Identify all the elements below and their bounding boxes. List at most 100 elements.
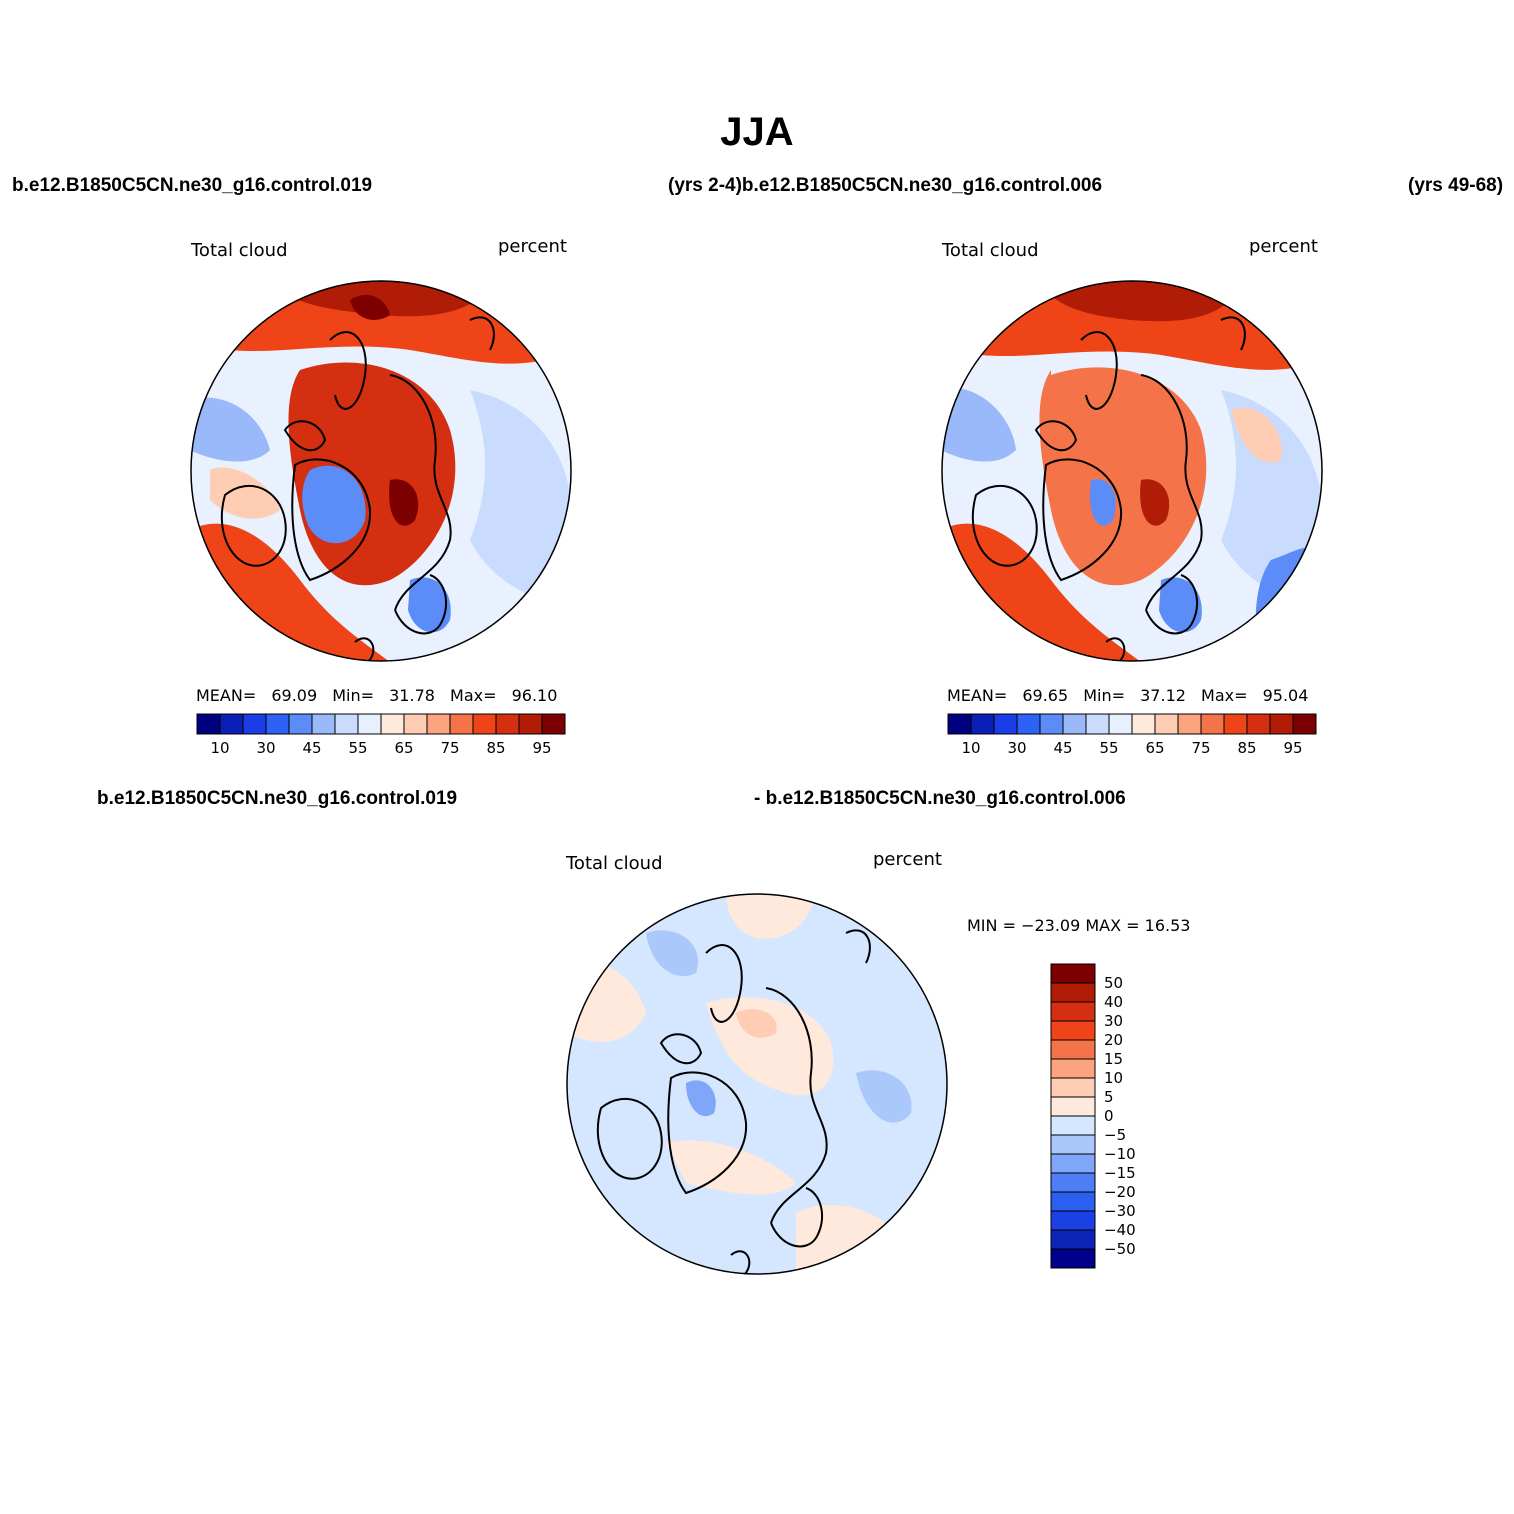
field-mid-east [1231,408,1282,463]
colorbar-tick-label: 65 [1145,739,1164,757]
colorbar-swatch [1292,713,1317,735]
mean-label: MEAN= [196,686,257,705]
colorbar-swatch [1050,963,1096,984]
colorbar-tick-label: 75 [1191,739,1210,757]
field-low-east [470,390,571,610]
mean-label: MEAN= [947,686,1008,705]
field-low-scandinavia [1159,577,1202,633]
max-value: 96.10 [511,686,558,705]
panel1-colorbar: 10 30 45 55 65 75 85 95 [196,713,566,757]
field-neg-north [646,930,698,977]
panel3-polar-map [566,893,948,1275]
field-neg-greenland [686,1080,716,1117]
colorbar-tick-label: 30 [1104,1012,1123,1030]
colorbar-tick-label: −40 [1104,1221,1136,1239]
colorbar-swatch [1050,1153,1096,1174]
max-label: Max= [1201,686,1248,705]
coastlines [220,316,495,661]
field-high-arctic [1039,367,1207,586]
colorbar-swatch [242,713,267,735]
case-label-top-right: (yrs 49-68) [1408,175,1504,196]
panel1-polar-map [190,280,572,662]
colorbar-tick-label: 95 [532,739,551,757]
colorbar-swatch [1039,713,1064,735]
field-low-scandinavia [408,577,451,633]
colorbar-tick-label: −5 [1104,1126,1126,1144]
min-label: Min= [1083,686,1126,705]
panel2-polar-map [941,280,1323,662]
colorbar-tick-label: 10 [1104,1069,1123,1087]
colorbar-swatch [472,713,497,735]
colorbar-swatch [947,713,972,735]
colorbar-tick-label: 85 [486,739,505,757]
panel3-variable: Total cloud [566,853,663,874]
colorbar-swatch [1050,1248,1096,1269]
colorbar-tick-label: 10 [961,739,980,757]
panel1-variable: Total cloud [191,240,288,261]
panel3-minmax: MIN = −23.09 MAX = 16.53 [967,916,1191,935]
colorbar-swatch [1177,713,1202,735]
colorbar-swatch [1108,713,1133,735]
colorbar-tick-label: 95 [1283,739,1302,757]
min-label: Min= [332,686,375,705]
colorbar-tick-label: −15 [1104,1164,1136,1182]
colorbar-tick-label: 20 [1104,1031,1123,1049]
colorbar-swatch [1131,713,1156,735]
colorbar-swatch [518,713,543,735]
field-low-west [191,397,270,462]
colorbar-swatch [1050,1001,1096,1022]
panel2-units: percent [1249,236,1318,257]
colorbar-tick-label: 85 [1237,739,1256,757]
colorbar-swatch [1050,1077,1096,1098]
colorbar-tick-label: 75 [440,739,459,757]
colorbar-swatch [1050,982,1096,1003]
colorbar-swatch [1269,713,1294,735]
colorbar-swatch [1050,1229,1096,1250]
colorbar-swatch [541,713,566,735]
max-value: 95.04 [1262,686,1309,705]
colorbar-swatch [403,713,428,735]
colorbar-swatch [380,713,405,735]
colorbar-swatch [1050,1172,1096,1193]
field-neg-east [856,1070,912,1123]
colorbar-swatch [311,713,336,735]
colorbar-swatch [426,713,451,735]
coastlines [971,316,1246,661]
field-low-greenland [1090,479,1116,526]
colorbar-swatch [219,713,244,735]
colorbar-tick-label: 15 [1104,1050,1123,1068]
case-label-top-left: b.e12.B1850C5CN.ne30_g16.control.019 [12,175,373,196]
colorbar-tick-label: −10 [1104,1145,1136,1163]
map-border [566,893,948,1275]
colorbar-swatch [357,713,382,735]
colorbar-tick-label: 65 [394,739,413,757]
min-value: 37.12 [1140,686,1186,705]
mean-value: 69.65 [1022,686,1069,705]
colorbar-swatch [1050,1134,1096,1155]
colorbar-tick-label: 0 [1104,1107,1114,1125]
case-label-bottom-left: b.e12.B1850C5CN.ne30_g16.control.019 [97,788,458,809]
field-low-west [942,388,1016,462]
colorbar-swatch [1050,1058,1096,1079]
colorbar-swatch [334,713,359,735]
coastlines [596,929,871,1274]
colorbar-tick-label: 5 [1104,1088,1114,1106]
field-peak-north [350,295,390,320]
colorbar-swatch [196,713,221,735]
colorbar-swatch [1016,713,1041,735]
colorbar-swatch [1062,713,1087,735]
colorbar-tick-label: 55 [348,739,367,757]
colorbar-tick-label: 55 [1099,739,1118,757]
colorbar-tick-label: 10 [210,739,229,757]
colorbar-swatch [1223,713,1248,735]
colorbar-tick-label: 45 [1053,739,1072,757]
colorbar-swatch [495,713,520,735]
colorbar-swatch [1050,1096,1096,1117]
mean-value: 69.09 [271,686,318,705]
colorbar-tick-label: 50 [1104,974,1123,992]
colorbar-swatch [993,713,1018,735]
field-peak-interior [389,479,419,526]
colorbar-swatch [1050,1020,1096,1041]
field-pos-north [726,894,816,939]
colorbar-swatch [1200,713,1225,735]
